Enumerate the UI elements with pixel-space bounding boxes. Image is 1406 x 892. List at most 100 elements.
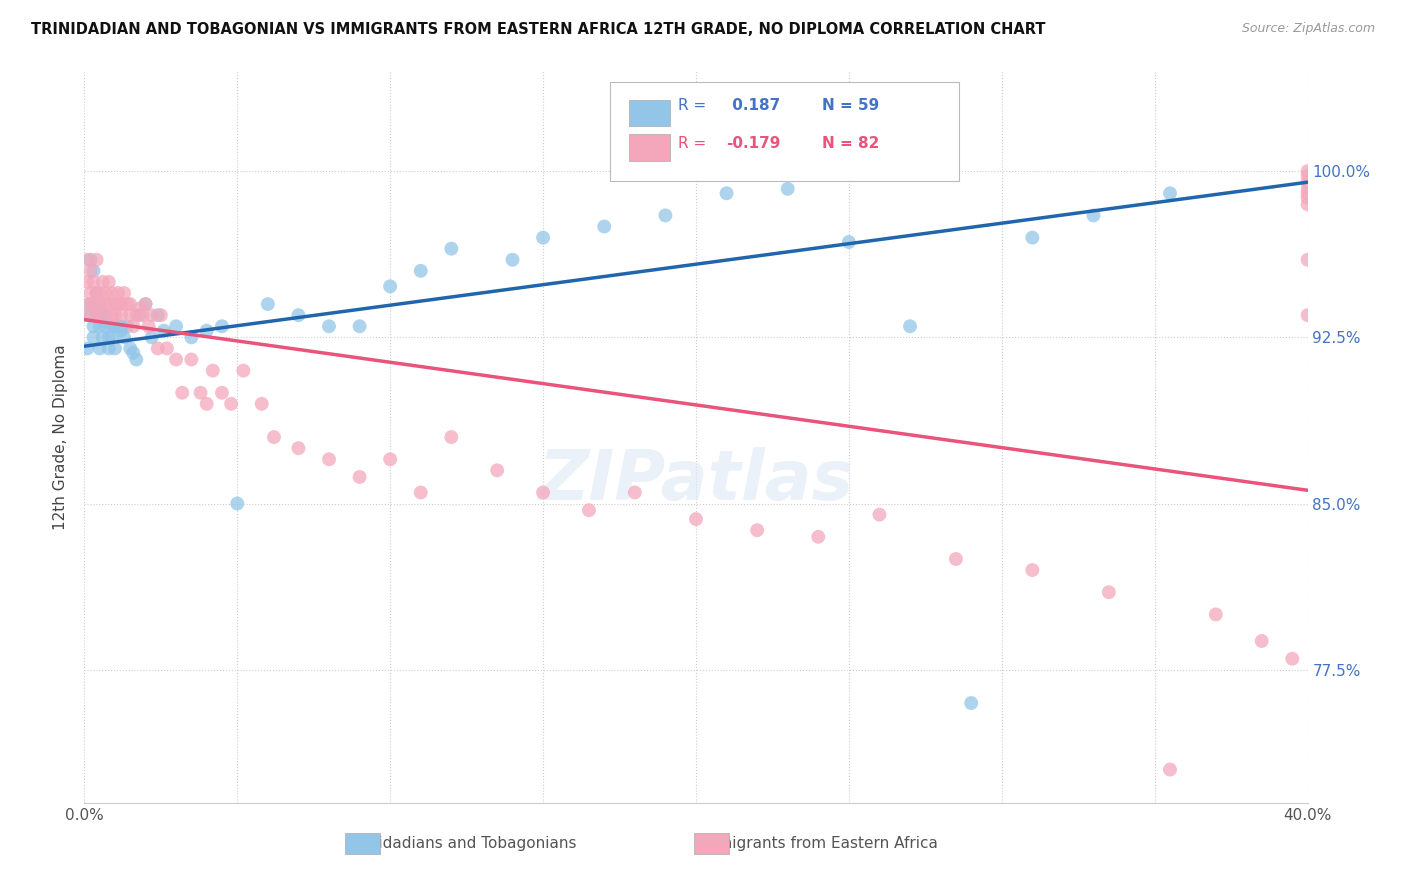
Point (1205, 607, 1227, 622)
Point (201, 363, 224, 377)
Point (79, 308, 101, 322)
Point (226, 497, 249, 511)
Point (349, 319, 371, 334)
Point (101, 319, 124, 334)
Point (94, 297, 117, 311)
Point (86, 285, 108, 300)
Point (1296, 182, 1319, 196)
Point (76, 342, 98, 356)
FancyBboxPatch shape (693, 833, 728, 854)
Text: TRINIDADIAN AND TOBAGONIAN VS IMMIGRANTS FROM EASTERN AFRICA 12TH GRADE, NO DIPL: TRINIDADIAN AND TOBAGONIAN VS IMMIGRANTS… (31, 22, 1046, 37)
Point (318, 319, 340, 334)
Point (1296, 308, 1319, 322)
Point (149, 308, 172, 322)
Point (287, 441, 309, 455)
Point (440, 430, 463, 444)
Point (211, 385, 233, 400)
Point (685, 512, 707, 526)
Point (110, 297, 132, 311)
Point (1021, 563, 1043, 577)
Point (89, 319, 111, 334)
Point (89, 297, 111, 311)
Point (138, 319, 160, 334)
Point (79, 297, 101, 311)
Text: ZIPatlas: ZIPatlas (538, 448, 853, 515)
Point (578, 503, 600, 517)
Point (1083, 209, 1105, 223)
Point (83, 275, 105, 289)
Point (135, 297, 157, 311)
Point (76, 297, 98, 311)
Point (101, 330, 124, 344)
Point (257, 297, 280, 311)
Text: Source: ZipAtlas.com: Source: ZipAtlas.com (1241, 22, 1375, 36)
Point (232, 363, 254, 377)
Point (195, 397, 218, 411)
FancyBboxPatch shape (344, 833, 381, 854)
Point (624, 485, 647, 500)
Point (115, 319, 138, 334)
Point (1296, 191, 1319, 205)
Point (654, 209, 676, 223)
Point (83, 319, 105, 334)
Point (869, 508, 891, 522)
FancyBboxPatch shape (628, 135, 671, 161)
Point (153, 324, 176, 338)
Point (104, 297, 127, 311)
Point (1098, 585, 1121, 599)
Y-axis label: 12th Grade, No Diploma: 12th Grade, No Diploma (53, 344, 69, 530)
Text: N = 59: N = 59 (823, 98, 879, 113)
Point (79, 264, 101, 278)
Point (76, 308, 98, 322)
Point (97, 275, 120, 289)
Point (76, 252, 98, 267)
Point (180, 330, 202, 344)
Text: R =: R = (678, 136, 711, 151)
Point (440, 242, 463, 256)
Point (135, 297, 157, 311)
Point (838, 235, 860, 249)
Point (380, 452, 402, 467)
Point (86, 285, 108, 300)
Text: -0.179: -0.179 (727, 136, 780, 151)
Point (83, 264, 105, 278)
Point (716, 186, 738, 201)
FancyBboxPatch shape (610, 82, 959, 181)
Text: Immigrants from Eastern Africa: Immigrants from Eastern Africa (699, 836, 938, 851)
Point (107, 297, 129, 311)
Point (502, 252, 524, 267)
Point (86, 252, 108, 267)
Point (960, 696, 983, 710)
Point (807, 530, 830, 544)
Point (349, 470, 371, 484)
Point (1296, 169, 1319, 183)
Point (318, 452, 340, 467)
Point (107, 285, 129, 300)
Point (1281, 651, 1303, 665)
Point (747, 523, 769, 537)
Point (486, 463, 509, 477)
Point (165, 352, 187, 367)
Point (91, 330, 114, 344)
Point (1159, 763, 1181, 777)
Point (146, 308, 169, 322)
Point (112, 285, 135, 300)
Point (79, 285, 101, 300)
Point (94, 285, 117, 300)
Point (250, 397, 273, 411)
Point (91, 275, 114, 289)
Point (110, 308, 132, 322)
Point (1021, 230, 1043, 244)
Text: R =: R = (678, 98, 711, 113)
Point (89, 285, 111, 300)
Point (104, 308, 127, 322)
Point (107, 319, 129, 334)
Point (263, 430, 285, 444)
Point (112, 330, 135, 344)
Point (83, 297, 105, 311)
Point (156, 342, 179, 356)
Point (120, 342, 142, 356)
Text: 0.187: 0.187 (727, 98, 780, 113)
Point (91, 308, 114, 322)
Point (104, 319, 127, 334)
